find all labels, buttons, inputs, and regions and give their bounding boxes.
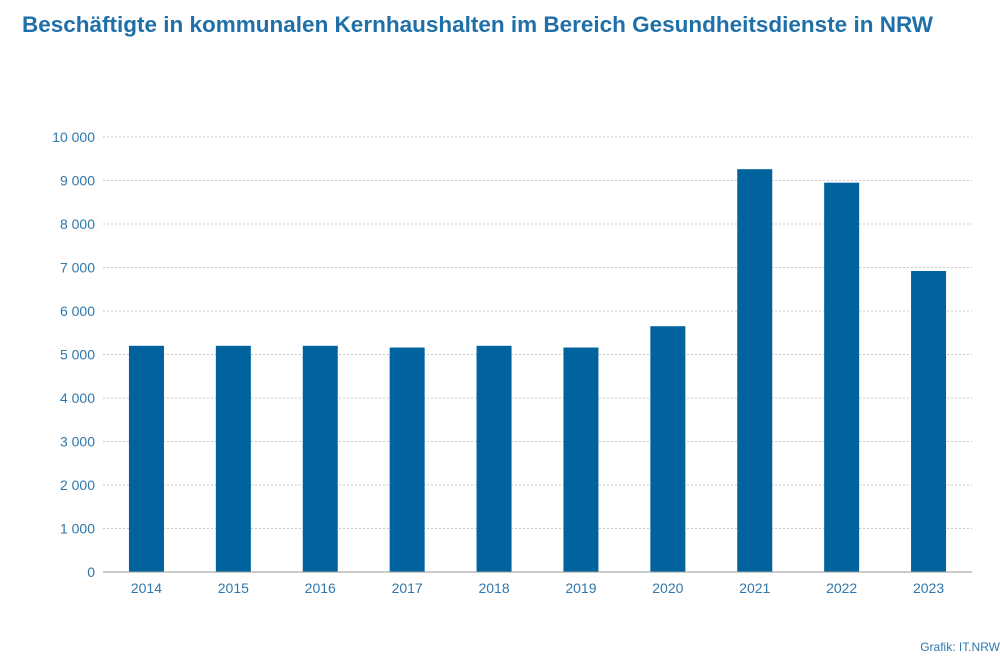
y-tick-label: 4 000 [60,390,95,406]
y-tick-label: 2 000 [60,477,95,493]
x-tick-label: 2016 [305,580,336,596]
x-axis-ticks: 2014 2015 2016 2017 2018 2019 2020 2021 2022 2023 [131,580,944,596]
chart-title: Beschäftigte in kommunalen Kernhaushalte… [22,12,934,37]
y-tick-label: 6 000 [60,303,95,319]
bar-2023 [911,270,947,572]
bar-2015 [215,345,251,572]
bar-2016 [302,345,338,572]
x-tick-label: 2015 [218,580,249,596]
bar-2017 [389,347,425,572]
y-tick-label: 5 000 [60,347,95,363]
y-tick-label: 3 000 [60,434,95,450]
bar-2022 [824,182,860,573]
x-tick-label: 2014 [131,580,162,596]
x-tick-label: 2019 [565,580,596,596]
bar-2019 [563,347,599,572]
x-tick-label: 2021 [739,580,770,596]
x-tick-label: 2022 [826,580,857,596]
y-axis-ticks: 0 1 000 2 000 3 000 4 000 5 000 6 000 7 000 8 00… [52,129,95,580]
y-tick-label: 0 [87,564,95,580]
x-tick-label: 2017 [392,580,423,596]
x-tick-label: 2020 [652,580,683,596]
y-tick-label: 10 000 [52,129,95,145]
bar-2018 [476,345,512,572]
source-credit: Grafik: IT.NRW [920,640,1000,654]
x-tick-label: 2023 [913,580,944,596]
y-tick-label: 8 000 [60,216,95,232]
x-tick-label: 2018 [478,580,509,596]
bar-2020 [650,326,686,572]
y-tick-label: 1 000 [60,521,95,537]
y-tick-label: 9 000 [60,173,95,189]
bar-2014 [128,345,164,572]
bar-2021 [737,169,773,572]
bars [128,169,947,573]
y-tick-label: 7 000 [60,260,95,276]
